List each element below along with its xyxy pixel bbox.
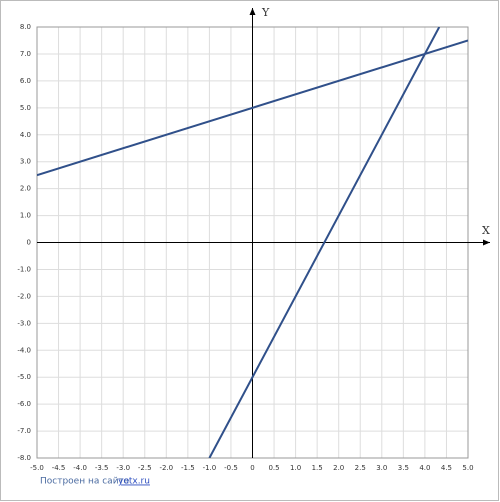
y-tick-label: -5.0 bbox=[17, 373, 31, 381]
x-tick-label: -2.0 bbox=[159, 464, 173, 472]
x-tick-label: 3.5 bbox=[398, 464, 409, 472]
y-tick-label: 2.0 bbox=[20, 185, 31, 193]
y-tick-label: 8.0 bbox=[20, 23, 31, 31]
x-tick-label: 1.5 bbox=[312, 464, 323, 472]
y-tick-label: 5.0 bbox=[20, 104, 31, 112]
y-tick-label: 6.0 bbox=[20, 77, 31, 85]
x-tick-label: 4.5 bbox=[441, 464, 452, 472]
x-tick-label: 0.5 bbox=[268, 464, 279, 472]
y-tick-label: 1.0 bbox=[20, 212, 31, 220]
y-tick-label: -4.0 bbox=[17, 346, 31, 354]
y-tick-label: 3.0 bbox=[20, 158, 31, 166]
y-tick-label: -1.0 bbox=[17, 265, 31, 273]
line bbox=[208, 27, 441, 458]
y-tick-label: -6.0 bbox=[17, 400, 31, 408]
y-tick-label: 0 bbox=[27, 239, 31, 247]
x-tick-label: -4.0 bbox=[73, 464, 87, 472]
x-tick-label: 2.5 bbox=[355, 464, 366, 472]
y-tick-label: 7.0 bbox=[20, 50, 31, 58]
y-tick-label: 4.0 bbox=[20, 131, 31, 139]
line bbox=[37, 39, 468, 177]
x-tick-label: -2.5 bbox=[138, 464, 152, 472]
x-tick-label: -1.0 bbox=[203, 464, 217, 472]
x-tick-label: -4.5 bbox=[52, 464, 66, 472]
x-tick-label: 2.0 bbox=[333, 464, 344, 472]
x-tick-label: -5.0 bbox=[30, 464, 44, 472]
x-tick-label: 4.0 bbox=[419, 464, 430, 472]
x-tick-label: -3.0 bbox=[116, 464, 130, 472]
x-tick-label: -1.5 bbox=[181, 464, 195, 472]
x-tick-label: -3.5 bbox=[95, 464, 109, 472]
y-tick-label: -2.0 bbox=[17, 292, 31, 300]
x-tick-label: 3.0 bbox=[376, 464, 387, 472]
y-axis-arrow bbox=[249, 8, 256, 15]
footer-text: Построен на сайте bbox=[40, 477, 130, 487]
y-tick-label: -8.0 bbox=[17, 454, 31, 462]
footer-link[interactable]: yotx.ru bbox=[118, 477, 150, 487]
x-tick-label: -0.5 bbox=[224, 464, 238, 472]
x-axis-label: X bbox=[482, 224, 490, 237]
y-tick-label: -3.0 bbox=[17, 319, 31, 327]
x-tick-label: 0 bbox=[250, 464, 254, 472]
x-tick-label: 5.0 bbox=[462, 464, 473, 472]
y-axis-label: Y bbox=[261, 6, 270, 19]
x-axis-arrow bbox=[483, 239, 490, 246]
y-tick-label: -7.0 bbox=[17, 427, 31, 435]
x-tick-label: 1.0 bbox=[290, 464, 301, 472]
